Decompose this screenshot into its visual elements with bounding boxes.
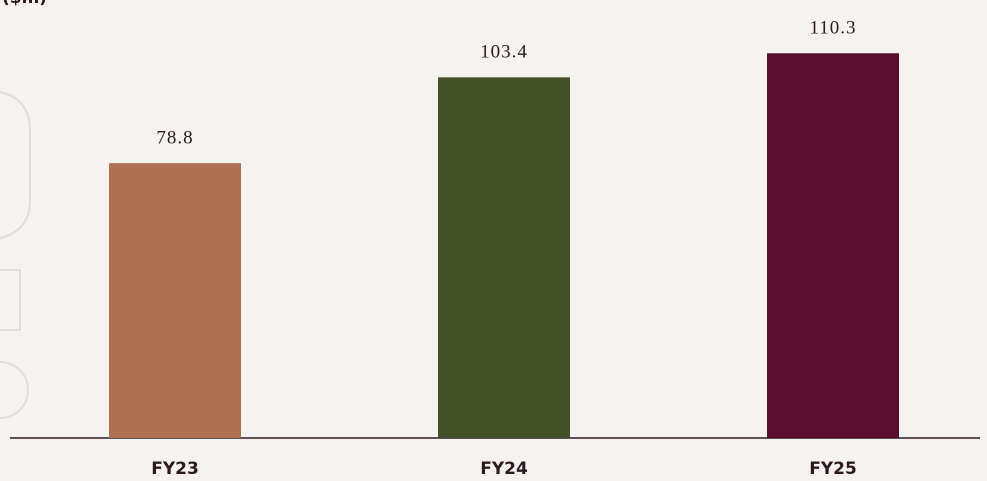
value-label: 78.8: [156, 128, 193, 149]
watermark: [0, 91, 31, 419]
bar: [438, 77, 570, 439]
value-label: 103.4: [480, 42, 528, 63]
x-tick-label: FY23: [151, 459, 199, 479]
bar: [767, 53, 899, 439]
value-label: 110.3: [809, 18, 856, 39]
subtitle: ($m): [2, 0, 47, 8]
x-tick-label: FY25: [809, 459, 857, 479]
x-tick-label: FY24: [480, 459, 528, 479]
bar: [109, 163, 241, 438]
